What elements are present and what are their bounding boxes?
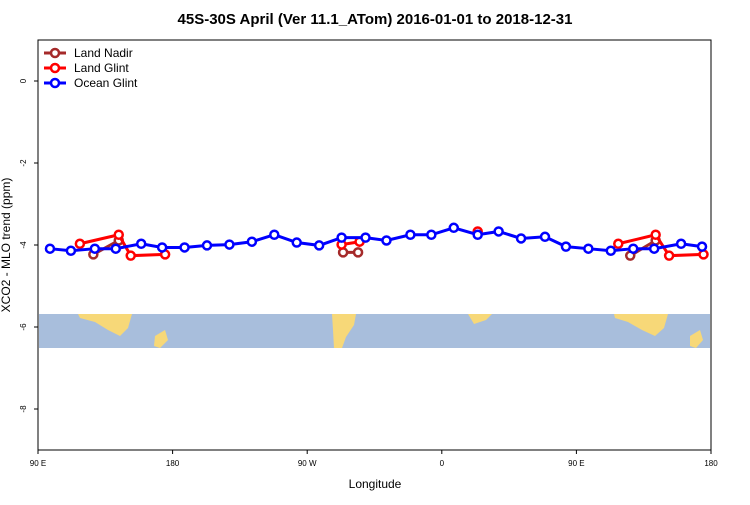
point: [663, 250, 675, 261]
y-tick-label: -4: [19, 241, 28, 249]
point: [352, 247, 364, 258]
point: [74, 238, 86, 250]
point: [560, 241, 572, 252]
legend-label: Land Nadir: [74, 46, 133, 60]
point: [696, 241, 708, 252]
point: [650, 229, 661, 240]
point: [539, 231, 551, 243]
y-tick-label: -8: [19, 405, 28, 413]
legend-marker: [49, 77, 61, 89]
y-tick-label: -2: [19, 159, 28, 167]
point: [113, 229, 125, 240]
point: [648, 243, 660, 254]
x-tick-label: 180: [166, 459, 180, 468]
point: [605, 245, 617, 256]
point: [125, 250, 136, 261]
point: [65, 245, 77, 256]
point: [583, 243, 594, 254]
point: [472, 229, 483, 240]
chart-title: 45S-30S April (Ver 11.1_ATom) 2016-01-01…: [178, 11, 573, 28]
y-tick-label: -6: [19, 323, 28, 331]
point: [291, 237, 302, 248]
point: [405, 229, 416, 240]
point: [201, 240, 213, 251]
x-tick-label: 0: [440, 459, 445, 468]
y-axis-label: XCO2 - MLO trend (ppm): [0, 178, 13, 313]
point: [89, 243, 101, 254]
x-tick-label: 90 E: [30, 459, 46, 468]
point: [336, 232, 347, 243]
point: [179, 242, 190, 253]
point: [44, 243, 56, 254]
y-tick-label: 0: [19, 78, 28, 83]
point: [246, 236, 258, 247]
point: [675, 238, 687, 250]
legend-marker: [49, 62, 61, 74]
x-tick-label: 180: [704, 459, 718, 468]
x-axis-label: Longitude: [349, 477, 402, 491]
point: [448, 222, 460, 234]
point: [613, 238, 624, 250]
point: [515, 233, 527, 244]
map-strip: [39, 314, 710, 348]
point: [426, 229, 437, 240]
point: [360, 232, 371, 243]
point: [156, 242, 168, 253]
x-tick-label: 90 W: [298, 459, 317, 468]
point: [269, 229, 280, 240]
legend-label: Ocean Glint: [74, 76, 138, 90]
x-tick-label: 90 E: [568, 459, 584, 468]
point: [313, 240, 325, 251]
series-line: [49, 226, 703, 253]
point: [493, 226, 504, 237]
legend-marker: [49, 47, 61, 59]
point: [135, 238, 147, 250]
legend-label: Land Glint: [74, 61, 129, 75]
point: [224, 239, 235, 250]
point: [627, 243, 639, 254]
point: [110, 243, 122, 254]
point: [381, 235, 392, 246]
